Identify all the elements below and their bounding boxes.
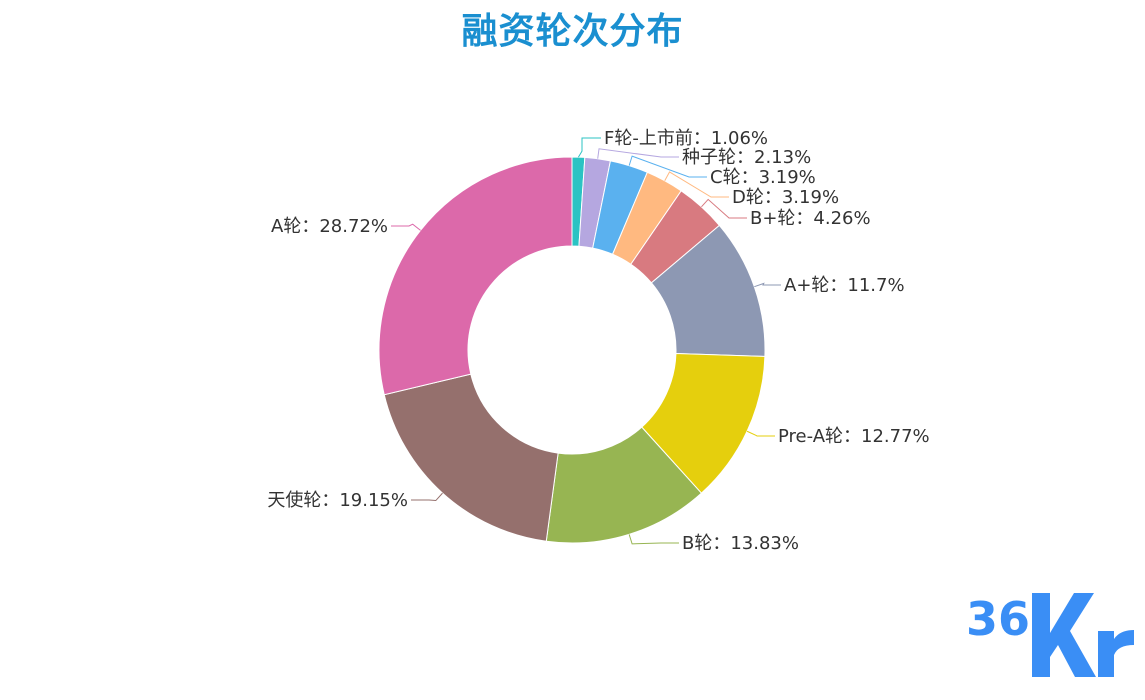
leader-line-9	[391, 223, 421, 231]
slice-9	[378, 156, 573, 396]
leader-line-group	[391, 137, 781, 545]
leader-line-0	[577, 137, 601, 158]
leader-line-7	[628, 534, 679, 545]
slice-label-1: 种子轮：2.13%	[682, 147, 811, 168]
leader-line-6	[746, 430, 775, 437]
slice-label-4: B+轮：4.26%	[750, 208, 871, 229]
label-group: F轮-上市前：1.06%种子轮：2.13%C轮：3.19%D轮：3.19%B+轮…	[267, 128, 929, 554]
leader-line-2	[628, 155, 707, 178]
leader-line-8	[411, 492, 443, 502]
slice-label-6: Pre-A轮：12.77%	[778, 426, 930, 447]
slice-label-2: C轮：3.19%	[710, 167, 816, 188]
leader-line-5	[754, 282, 781, 288]
leader-line-4	[701, 198, 747, 219]
slice-label-7: B轮：13.83%	[682, 533, 799, 554]
slice-label-8: 天使轮：19.15%	[267, 490, 408, 511]
svg-text:36: 36	[966, 592, 1030, 646]
chart-title: 融资轮次分布	[461, 11, 684, 52]
slice-label-3: D轮：3.19%	[732, 187, 839, 208]
36kr-logo: 36	[966, 592, 1134, 677]
slice-label-9: A轮：28.72%	[271, 216, 388, 237]
slice-label-5: A+轮：11.7%	[784, 275, 905, 296]
slice-group	[378, 156, 766, 544]
slice-8	[383, 373, 559, 542]
slice-label-0: F轮-上市前：1.06%	[604, 128, 768, 149]
leader-line-1	[597, 148, 679, 159]
leader-line-3	[664, 171, 729, 198]
